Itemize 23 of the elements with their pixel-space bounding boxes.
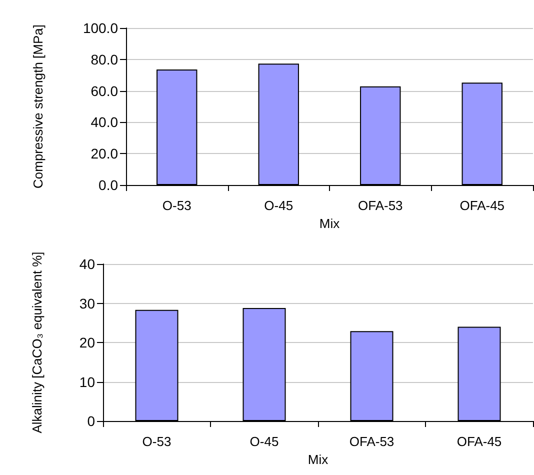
y-tick-label: 100.0 — [82, 20, 118, 36]
x-tick-label: O-45 — [250, 434, 279, 449]
x-tick-label: OFA-45 — [456, 434, 502, 449]
y-tick-label: 0 — [87, 413, 96, 429]
x-tick-label: O-53 — [142, 434, 172, 449]
x-tick-label: OFA-45 — [460, 198, 505, 213]
y-tick-label: 40.0 — [90, 114, 118, 130]
y-tick-label: 30 — [79, 295, 96, 312]
y-tick-label: 0.0 — [98, 177, 118, 193]
y-axis-title: Compressive strength [MPa] — [30, 24, 46, 189]
y-tick-label: 10 — [79, 374, 96, 390]
x-axis-title: Mix — [319, 216, 340, 231]
x-axis-title: Mix — [308, 452, 329, 467]
x-tick-label: O-45 — [264, 198, 294, 213]
y-tick-label: 40 — [79, 256, 96, 272]
y-axis-title: Alkalinity [CaCO₃ equivalent %] — [30, 252, 44, 434]
x-tick-label: O-53 — [162, 198, 192, 213]
y-tick-label: 20.0 — [90, 146, 118, 162]
x-tick-label: OFA-53 — [358, 198, 403, 213]
y-tick-label: 60.0 — [90, 82, 118, 99]
y-tick-label: 20 — [79, 334, 96, 350]
x-tick-label: OFA-53 — [349, 434, 394, 449]
y-tick-label: 80.0 — [90, 51, 118, 68]
